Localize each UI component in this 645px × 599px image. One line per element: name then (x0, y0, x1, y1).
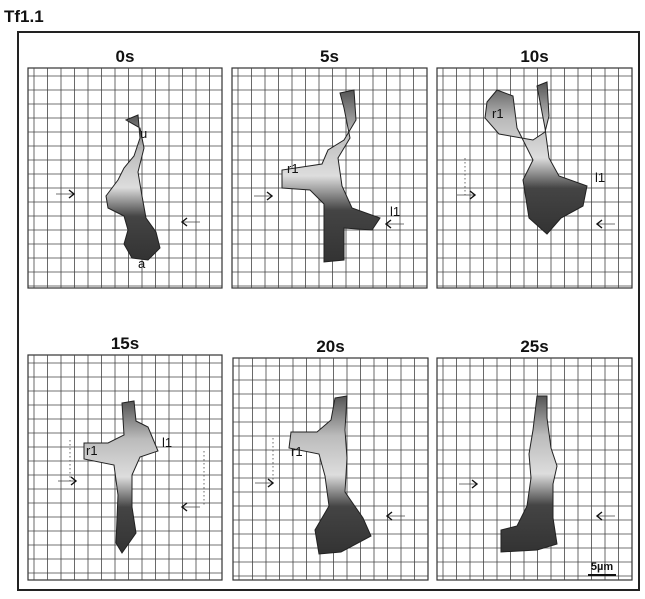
panel-time: 0s (116, 47, 135, 66)
figure: Tf1.1 0sua5sr1l110sr1l115sr1l120sr125s5µ… (0, 0, 645, 594)
panel: r1 (233, 358, 428, 580)
scale-bar-label: 5µm (591, 561, 613, 573)
panel-time: 5s (320, 47, 339, 66)
panel-time: 10s (520, 47, 548, 66)
annotation: l1 (390, 204, 400, 219)
annotation: u (140, 126, 147, 141)
annotation: r1 (492, 106, 504, 121)
panel: r1 l1 (28, 355, 222, 580)
panel (437, 358, 632, 580)
annotation: a (138, 256, 146, 271)
panel-time: 15s (111, 334, 139, 353)
page: {"figure": {"label": "Tf1.1", "panels": … (0, 0, 645, 599)
panel: r1 l1 (232, 68, 427, 288)
panel: r1 l1 (437, 68, 632, 288)
annotation: r1 (291, 444, 303, 459)
panel: ua (28, 68, 222, 288)
annotation: r1 (287, 161, 299, 176)
annotation: l1 (162, 435, 172, 450)
annotation: l1 (595, 170, 605, 185)
panel-time: 25s (520, 337, 548, 356)
panel-time: 20s (316, 337, 344, 356)
figure-label: Tf1.1 (4, 7, 44, 26)
annotation: r1 (86, 443, 98, 458)
